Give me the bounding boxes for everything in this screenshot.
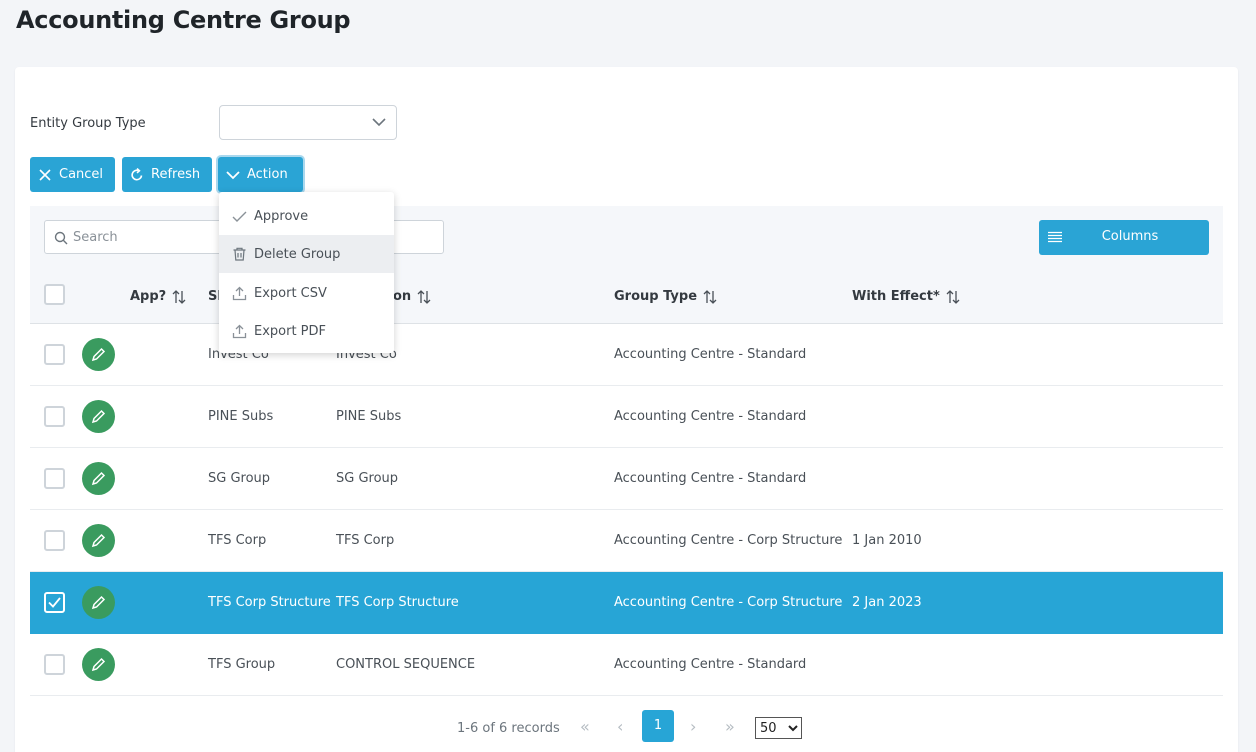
first-page-button[interactable]: « [580,717,590,736]
column-header-label: Group Type [614,289,698,304]
cell-description: PINE Subs [336,409,402,424]
checkmark-icon [48,597,61,608]
cell-short-name: TFS Corp Structure [208,595,331,610]
column-header-label: App? [130,289,167,304]
pencil-icon [91,595,106,610]
edit-button[interactable] [82,648,115,681]
columns-button[interactable]: Columns [1039,220,1209,255]
next-page-button[interactable]: › [690,717,697,736]
pencil-icon [91,471,106,486]
column-header-description[interactable]: on [393,289,431,304]
upload-icon [232,286,247,300]
cell-short-name: SG Group [208,471,271,486]
refresh-button[interactable]: Refresh [122,157,212,192]
menu-item-export-csv[interactable]: Export CSV [219,274,394,312]
table-row[interactable]: TFS Group CONTROL SEQUENCE Accounting Ce… [30,634,1223,696]
check-icon [232,211,247,222]
data-table: Columns App? Sh on Group Type With Effec… [30,206,1223,752]
cell-group-type: Accounting Centre - Standard [614,471,807,486]
prev-page-button[interactable]: ‹ [617,717,624,736]
table-toolbar: Columns [30,206,1223,270]
pencil-icon [91,657,106,672]
chevron-down-icon [226,170,240,179]
trash-icon [233,247,246,261]
page-size-select[interactable]: 50 [755,717,802,739]
column-header-with-effect[interactable]: With Effect* [852,289,960,304]
cell-short-name: PINE Subs [208,409,274,424]
search-icon [54,231,68,245]
row-checkbox-checked[interactable] [44,592,65,613]
entity-group-type-select[interactable] [219,105,397,140]
cell-description: TFS Corp Structure [336,595,459,610]
action-button[interactable]: Action [218,157,303,192]
edit-button[interactable] [82,338,115,371]
edit-button[interactable] [82,524,115,557]
columns-button-label: Columns [1101,229,1159,244]
column-header-label: on [393,289,412,304]
menu-item-label: Approve [254,208,309,224]
table-row[interactable]: TFS Corp TFS Corp Accounting Centre - Co… [30,510,1223,572]
cell-description: SG Group [336,471,399,486]
menu-item-label: Export CSV [254,285,327,301]
cell-description: CONTROL SEQUENCE [336,657,476,672]
cell-group-type: Accounting Centre - Standard [614,347,807,362]
edit-button[interactable] [82,586,115,619]
cell-short-name: TFS Corp [208,533,267,548]
entity-group-type-label: Entity Group Type [30,116,146,131]
pagination: 1-6 of 6 records « ‹ 1 › » 50 [30,695,1223,752]
cell-group-type: Accounting Centre - Standard [614,409,807,424]
table-row-selected[interactable]: TFS Corp Structure TFS Corp Structure Ac… [30,572,1223,634]
menu-item-delete-group[interactable]: Delete Group [219,235,394,273]
table-header: App? Sh on Group Type With Effect* [30,270,1223,324]
cell-short-name: TFS Group [208,657,276,672]
pencil-icon [91,409,106,424]
row-checkbox[interactable] [44,654,65,675]
column-header-approved[interactable]: App? [130,289,186,304]
refresh-button-label: Refresh [151,167,201,182]
list-icon [1048,231,1062,243]
table-row[interactable]: PINE Subs PINE Subs Accounting Centre - … [30,386,1223,448]
row-checkbox[interactable] [44,344,65,365]
cell-group-type: Accounting Centre - Corp Structure [614,533,843,548]
select-all-checkbox[interactable] [44,284,65,305]
edit-button[interactable] [82,400,115,433]
edit-button[interactable] [82,462,115,495]
cell-group-type: Accounting Centre - Corp Structure [614,595,843,610]
page-button-current[interactable]: 1 [642,710,674,742]
table-row[interactable]: Invest Co Invest Co Accounting Centre - … [30,324,1223,386]
close-icon [39,168,51,181]
cancel-button[interactable]: Cancel [30,157,115,192]
column-header-label: With Effect* [852,289,940,304]
records-info: 1-6 of 6 records [457,721,560,736]
column-header-group-type[interactable]: Group Type [614,289,717,304]
sort-icon [417,289,431,304]
cell-description: TFS Corp [336,533,395,548]
sort-icon [946,289,960,304]
cell-group-type: Accounting Centre - Standard [614,657,807,672]
page-title: Accounting Centre Group [16,6,351,34]
menu-item-label: Delete Group [254,246,341,262]
sort-icon [172,289,186,304]
menu-item-approve[interactable]: Approve [219,197,394,235]
row-checkbox[interactable] [44,530,65,551]
pencil-icon [91,533,106,548]
table-row[interactable]: SG Group SG Group Accounting Centre - St… [30,448,1223,510]
menu-item-export-pdf[interactable]: Export PDF [219,312,394,350]
upload-icon [232,324,247,338]
row-checkbox[interactable] [44,406,65,427]
cancel-button-label: Cancel [59,167,104,182]
chevron-down-icon [372,118,386,127]
sort-icon [703,289,717,304]
action-button-label: Action [247,167,288,182]
cell-with-effect: 1 Jan 2010 [852,533,922,548]
cell-with-effect: 2 Jan 2023 [852,595,922,610]
pencil-icon [91,347,106,362]
menu-item-label: Export PDF [254,323,327,339]
row-checkbox[interactable] [44,468,65,489]
last-page-button[interactable]: » [725,717,735,736]
refresh-icon [131,167,143,180]
action-dropdown-menu: Approve Delete Group Export CSV Export P… [219,192,394,353]
